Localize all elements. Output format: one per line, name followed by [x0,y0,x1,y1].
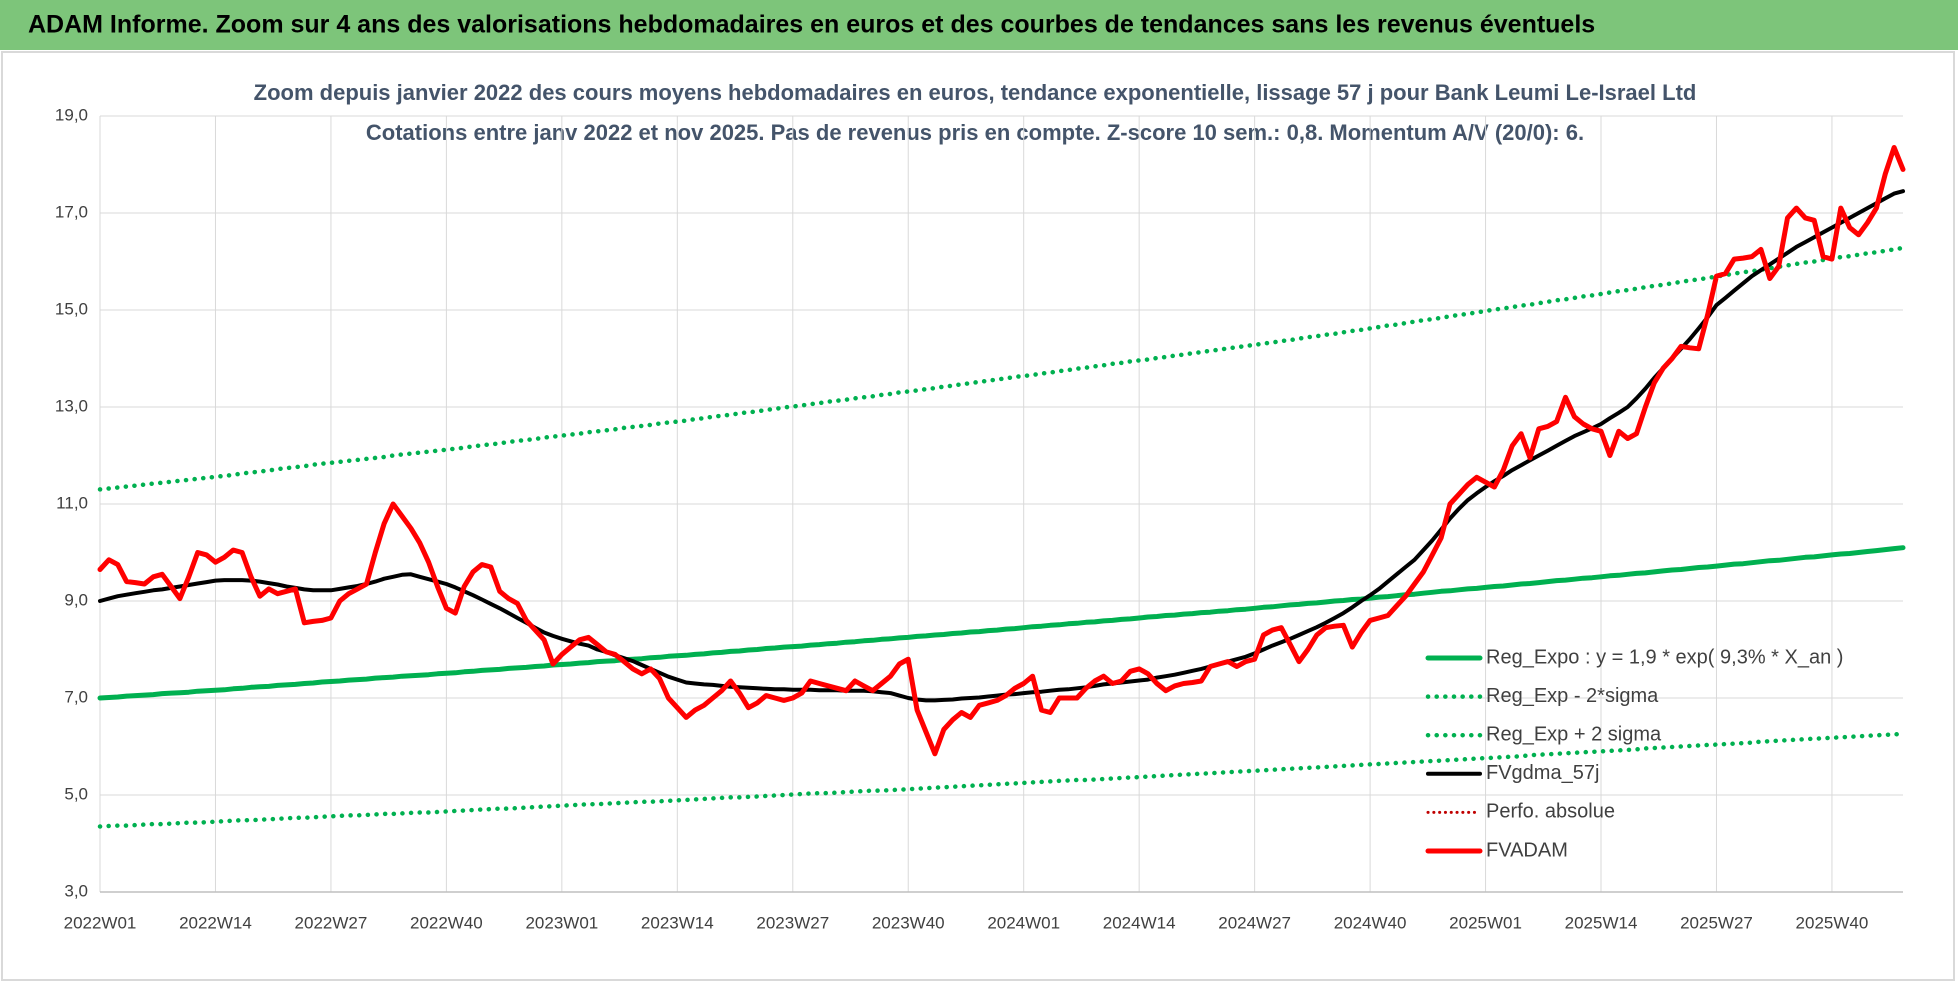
x-tick-label: 2023W14 [641,913,714,932]
x-tick-label: 2025W27 [1680,913,1753,932]
y-tick-label: 15,0 [55,299,88,318]
y-tick-label: 7,0 [64,687,88,706]
header-band [0,0,1958,50]
series-line [97,145,1906,757]
y-tick-label: 17,0 [55,202,88,221]
chart-title: Zoom depuis janvier 2022 des cours moyen… [254,80,1697,105]
x-tick-label: 2025W40 [1796,913,1869,932]
legend-label: FVgdma_57j [1486,762,1599,784]
y-tick-label: 5,0 [64,784,88,803]
chart-subtitle: Cotations entre janv 2022 et nov 2025. P… [366,120,1584,145]
header-title: ADAM Informe. Zoom sur 4 ans des valoris… [28,11,1595,39]
x-tick-label: 2023W27 [756,913,829,932]
x-tick-label: 2025W14 [1565,913,1638,932]
x-tick-label: 2022W40 [410,913,483,932]
legend-label: Reg_Expo : y = 1,9 * exp( 9,3% * X_an ) [1486,646,1843,668]
y-tick-label: 19,0 [55,105,88,124]
chart-frame [1,51,1955,981]
x-tick-label: 2024W01 [987,913,1060,932]
x-tick-label: 2024W14 [1103,913,1176,932]
y-tick-label: 9,0 [64,590,88,609]
series-line [97,245,1906,492]
x-tick-label: 2024W27 [1218,913,1291,932]
legend-label: Reg_Exp - 2*sigma [1486,685,1659,707]
y-tick-label: 13,0 [55,396,88,415]
x-tick-label: 2023W01 [525,913,598,932]
series-line [98,189,1905,703]
series-line [97,545,1906,701]
legend-label: FVADAM [1486,839,1568,861]
series-line [97,731,1906,829]
x-tick-label: 2023W40 [872,913,945,932]
y-tick-label: 11,0 [56,493,88,512]
legend-label: Reg_Exp + 2 sigma [1486,723,1662,745]
x-tick-label: 2022W01 [64,913,137,932]
legend-label: Perfo. absolue [1486,801,1615,823]
x-tick-label: 2022W14 [179,913,252,932]
y-tick-label: 3,0 [64,881,88,900]
x-tick-label: 2022W27 [295,913,368,932]
x-tick-label: 2025W01 [1449,913,1522,932]
x-tick-label: 2024W40 [1334,913,1407,932]
